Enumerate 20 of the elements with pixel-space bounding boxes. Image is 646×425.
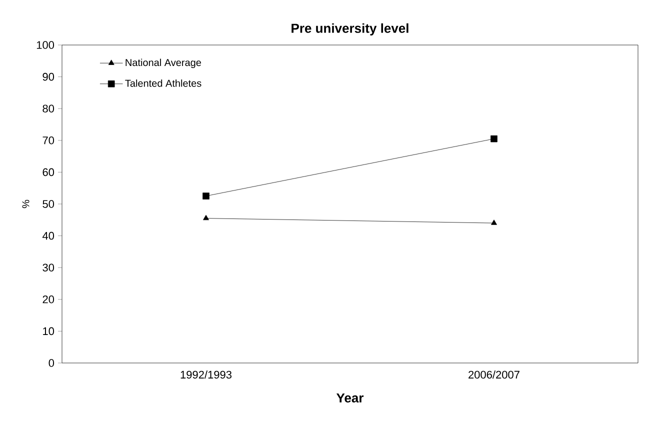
y-tick-label: 20: [42, 296, 54, 304]
y-tick-label: 40: [42, 232, 54, 240]
y-tick-label: 60: [42, 168, 54, 176]
y-tick-label: 70: [42, 136, 54, 144]
x-tick-label: 2006/2007: [468, 370, 520, 379]
legend-label: National Average: [126, 58, 201, 68]
y-tick-label: 50: [42, 200, 54, 208]
y-tick-label: 80: [42, 104, 54, 112]
y-tick-label: 100: [36, 41, 54, 49]
y-axis-title: %: [22, 200, 30, 208]
chart-title: Pre university level: [292, 23, 408, 36]
point: [490, 135, 498, 142]
point: [202, 192, 210, 200]
x-axis-title: Year: [336, 393, 364, 403]
y-tick-label: 10: [43, 327, 54, 336]
x-tick-label: 1992/1993: [180, 370, 232, 379]
y-tick-label: 30: [42, 264, 54, 272]
legend-label: Talented Athletes: [125, 79, 202, 87]
y-tick-label: 0: [48, 359, 54, 367]
y-tick-label: 90: [42, 72, 54, 81]
